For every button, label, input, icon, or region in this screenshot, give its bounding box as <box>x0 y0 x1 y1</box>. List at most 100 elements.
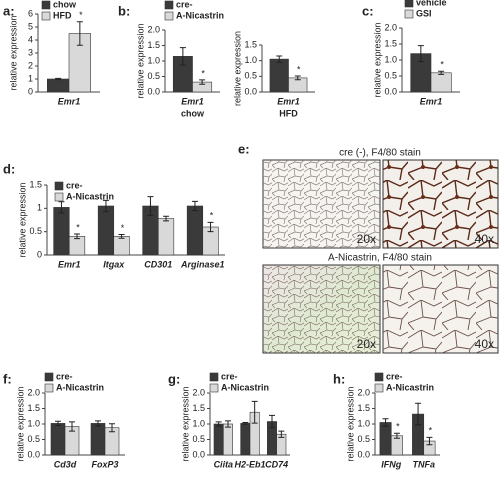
magnification: 20x <box>357 232 376 246</box>
y-axis-title: relative expression <box>8 15 18 90</box>
y-tick-label: 2.0 <box>192 387 205 397</box>
legend-swatch <box>41 11 51 21</box>
legend-swatch <box>54 192 64 202</box>
legend-swatch <box>44 383 54 393</box>
legend-label: cre- <box>176 0 193 9</box>
x-tick-label: FoxP3 <box>91 459 118 469</box>
y-tick-label: 1.5 <box>147 40 160 50</box>
x-tick-label: IFNg <box>381 459 401 469</box>
y-axis-title: relative expression <box>232 31 242 106</box>
significance: * <box>201 68 205 78</box>
y-tick-label: 0.5 <box>29 226 42 236</box>
y-tick-label: 5 <box>28 21 33 31</box>
x-tick-label: Emr1 <box>277 96 300 106</box>
legend-swatch <box>209 383 219 393</box>
legend-label: vehicle <box>416 0 447 7</box>
error-bar <box>207 221 214 233</box>
legend-label: A-Nicastrin <box>66 191 114 201</box>
error-bar <box>225 420 231 428</box>
significance: * <box>76 222 80 232</box>
bar <box>430 72 452 93</box>
y-tick-label: 1.0 <box>384 54 397 64</box>
legend-swatch <box>164 11 174 21</box>
x-tick-label: Cd3d <box>54 459 77 469</box>
error-bar <box>118 233 125 239</box>
legend-swatch <box>404 9 414 19</box>
bar <box>97 205 115 256</box>
micrograph-texture <box>383 160 498 248</box>
x-tick-label: H2-Eb1 <box>234 459 265 469</box>
legend-swatch <box>209 372 219 382</box>
y-tick-label: 1.5 <box>384 38 397 48</box>
micrograph-texture <box>263 265 380 353</box>
x-tick-label: Emr1 <box>420 96 443 106</box>
error-bar <box>276 55 283 63</box>
significance: * <box>297 64 301 74</box>
error-bar <box>251 400 258 424</box>
bar <box>186 205 204 256</box>
error-bar <box>147 196 154 216</box>
significance: * <box>396 422 400 432</box>
image-title: A-Nicastrin, F4/80 stain <box>328 253 432 264</box>
error-bar <box>415 402 422 426</box>
y-tick-label: 0.0 <box>244 86 257 96</box>
legend-label: GSI <box>416 8 432 18</box>
significance: * <box>121 223 125 233</box>
panel-label: g: <box>168 371 180 386</box>
significance: * <box>79 10 83 20</box>
x-tick-label: Emr1 <box>181 96 204 106</box>
x-axis-title: chow <box>181 108 205 118</box>
error-bar <box>215 421 222 427</box>
bar <box>379 422 392 456</box>
bar <box>90 423 106 456</box>
micrograph-texture <box>263 160 380 248</box>
y-tick-label: 1.0 <box>147 55 160 65</box>
magnification: 40x <box>475 232 494 246</box>
micrograph-texture <box>383 265 498 353</box>
y-tick-label: 0.5 <box>192 434 205 444</box>
y-axis-title: relative expression <box>17 182 27 257</box>
error-bar <box>242 421 249 425</box>
error-bar <box>199 79 206 85</box>
legend-label: chow <box>53 0 77 9</box>
y-tick-label: 1.5 <box>29 179 42 189</box>
y-tick-label: 6 <box>28 8 33 18</box>
image-panel: e: cre (-), F4/80 stain 20x 40x A-Nicast… <box>238 141 499 354</box>
x-tick-label: Emr1 <box>58 259 81 269</box>
y-tick-label: 0.5 <box>27 434 40 444</box>
x-tick-label: Itgax <box>103 259 125 269</box>
y-tick-label: 0.5 <box>244 71 257 81</box>
y-tick-label: 2 <box>28 60 33 70</box>
bar <box>223 423 233 456</box>
legend-label: A-Nicastrin <box>56 382 104 392</box>
legend-swatch <box>374 383 384 393</box>
legend-swatch <box>164 0 174 10</box>
x-axis-title: HFD <box>279 108 298 118</box>
y-axis-title: relative expression <box>372 22 382 97</box>
y-axis-title: relative expression <box>345 386 355 461</box>
error-bar <box>55 77 62 81</box>
panel-label: d: <box>3 161 15 176</box>
error-bar <box>58 201 65 214</box>
image-title: cre (-), F4/80 stain <box>339 148 421 159</box>
error-bar <box>55 420 61 427</box>
error-bar <box>191 200 198 212</box>
legend-label: A-Nicastrin <box>386 382 434 392</box>
bar <box>240 423 251 456</box>
error-bar <box>74 233 81 240</box>
bar <box>113 236 130 256</box>
x-tick-label: Emr1 <box>58 96 81 106</box>
y-tick-label: 0.5 <box>357 434 370 444</box>
legend-label: A-Nicastrin <box>176 10 224 20</box>
y-tick-label: 1.5 <box>357 403 370 413</box>
y-tick-label: 1.0 <box>27 418 40 428</box>
x-tick-label: TNFa <box>413 459 436 469</box>
y-tick-label: 1.0 <box>192 418 205 428</box>
error-bar <box>393 432 400 439</box>
legend-swatch <box>41 0 51 10</box>
y-tick-label: 0 <box>37 249 42 259</box>
y-tick-label: 1.0 <box>357 418 370 428</box>
x-tick-label: Ciita <box>214 459 234 469</box>
y-axis-title: relative expression <box>135 23 145 98</box>
